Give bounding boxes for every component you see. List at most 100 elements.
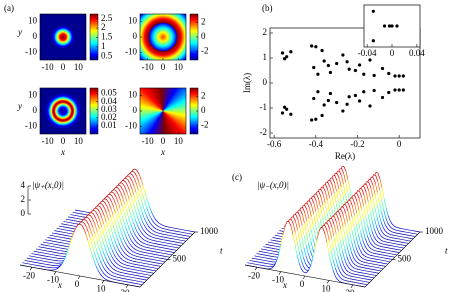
surface-line [359,264,361,265]
colorbar-tick-label: -2 [201,120,209,130]
point [381,96,384,99]
colorbar-tick-label: 2.5 [101,13,113,23]
y-tick-label: -2 [260,127,268,137]
point [312,97,315,100]
surface-line [119,272,121,273]
surface-line [396,227,398,228]
y-tick-label: -10 [25,120,37,130]
colorbar-tick-label: 0.5 [101,50,113,60]
x-tick-label: 0 [75,279,80,289]
point [390,24,393,27]
y-tick-label: -10 [125,120,137,130]
y-tick-label: 1000 [200,226,219,236]
y-axis-label: t [220,246,223,256]
x-tick-label: 0 [161,136,166,146]
point [335,62,338,65]
surface-line [350,273,352,274]
surface-line [140,251,142,252]
y-tick-label: -10 [125,46,137,56]
point [368,58,371,61]
x-tick-label: 20 [121,288,131,292]
colorbar-tick-label: 2 [201,90,206,100]
y-tick-label: -1 [260,102,268,112]
surface-line [131,260,133,261]
point [387,72,390,75]
panel-label: (a) [4,3,14,13]
point [281,51,284,54]
point [345,103,348,106]
surface-line [364,259,366,260]
colorbar-tick-label: 1 [101,41,106,51]
y-axis-label: y [17,101,22,111]
surface-line [357,266,359,267]
surface-line [346,277,348,278]
x-axis-label: x [60,147,65,157]
x-tick-label: 0 [390,48,395,58]
x-axis-label: Re(λ) [335,151,355,161]
surface-line [387,236,389,237]
point [289,50,292,53]
x-tick-label: -20 [23,270,35,280]
y-tick-label: 0 [133,31,138,41]
point [383,24,386,27]
point [283,106,286,109]
axes-frame [140,88,186,134]
point [402,74,405,77]
surface-line [124,267,126,268]
surface-line [154,238,156,239]
colorbar-tick-label: 0 [201,105,206,115]
point [310,118,313,121]
surface-line [371,252,373,253]
panel-label: (b) [262,3,273,13]
point [373,74,376,77]
point [381,67,384,70]
y-axis-label: Im(λ) [242,73,252,93]
panel-label: (c) [232,172,242,182]
point [395,24,398,27]
surface-line [378,245,380,246]
y-tick-label: 0 [133,105,138,115]
surface-line [147,244,149,245]
colorbar-tick-label: 2 [201,16,206,26]
y-tick-label: 10 [28,90,38,100]
x-axis-label: x [282,280,287,290]
y-axis-label: y [17,27,22,37]
x-tick-label: 0 [300,279,305,289]
x-tick-label: 10 [74,136,84,146]
x-tick-label: -20 [248,270,260,280]
axes-frame [40,88,86,134]
x-tick-label: -0.6 [267,139,282,149]
point [348,95,351,98]
point [314,118,317,121]
point [387,91,390,94]
x-tick-label: 0 [161,62,166,72]
y-axis-label: t [445,246,448,256]
point [362,90,365,93]
colorbar-tick-label: 2 [101,22,106,32]
surface-line [369,255,371,256]
surface-line [158,233,160,234]
y-tick-label: 1 [263,52,268,62]
surface-line [133,258,135,259]
point [323,59,326,62]
z-tick-label: 4 [21,180,26,190]
surface-line [391,232,393,233]
point [354,69,357,72]
surface-line [343,280,345,281]
surface-line [135,256,137,257]
colorbar-tick-label: 0.05 [101,88,117,98]
y-tick-label: 0 [33,31,38,41]
surface-line [121,270,123,271]
surface-line [394,229,396,230]
surface-line [138,254,140,255]
x-tick-label: 0.04 [409,48,425,58]
surface-line [126,265,128,266]
point [312,66,315,69]
x-tick-label: -0.4 [309,139,324,149]
surface-line [144,247,146,248]
point [402,88,405,91]
x-tick-label: 0 [61,62,66,72]
axes-frame [140,14,186,60]
x-tick-label: -10 [42,62,54,72]
x-tick-label: -10 [142,62,154,72]
